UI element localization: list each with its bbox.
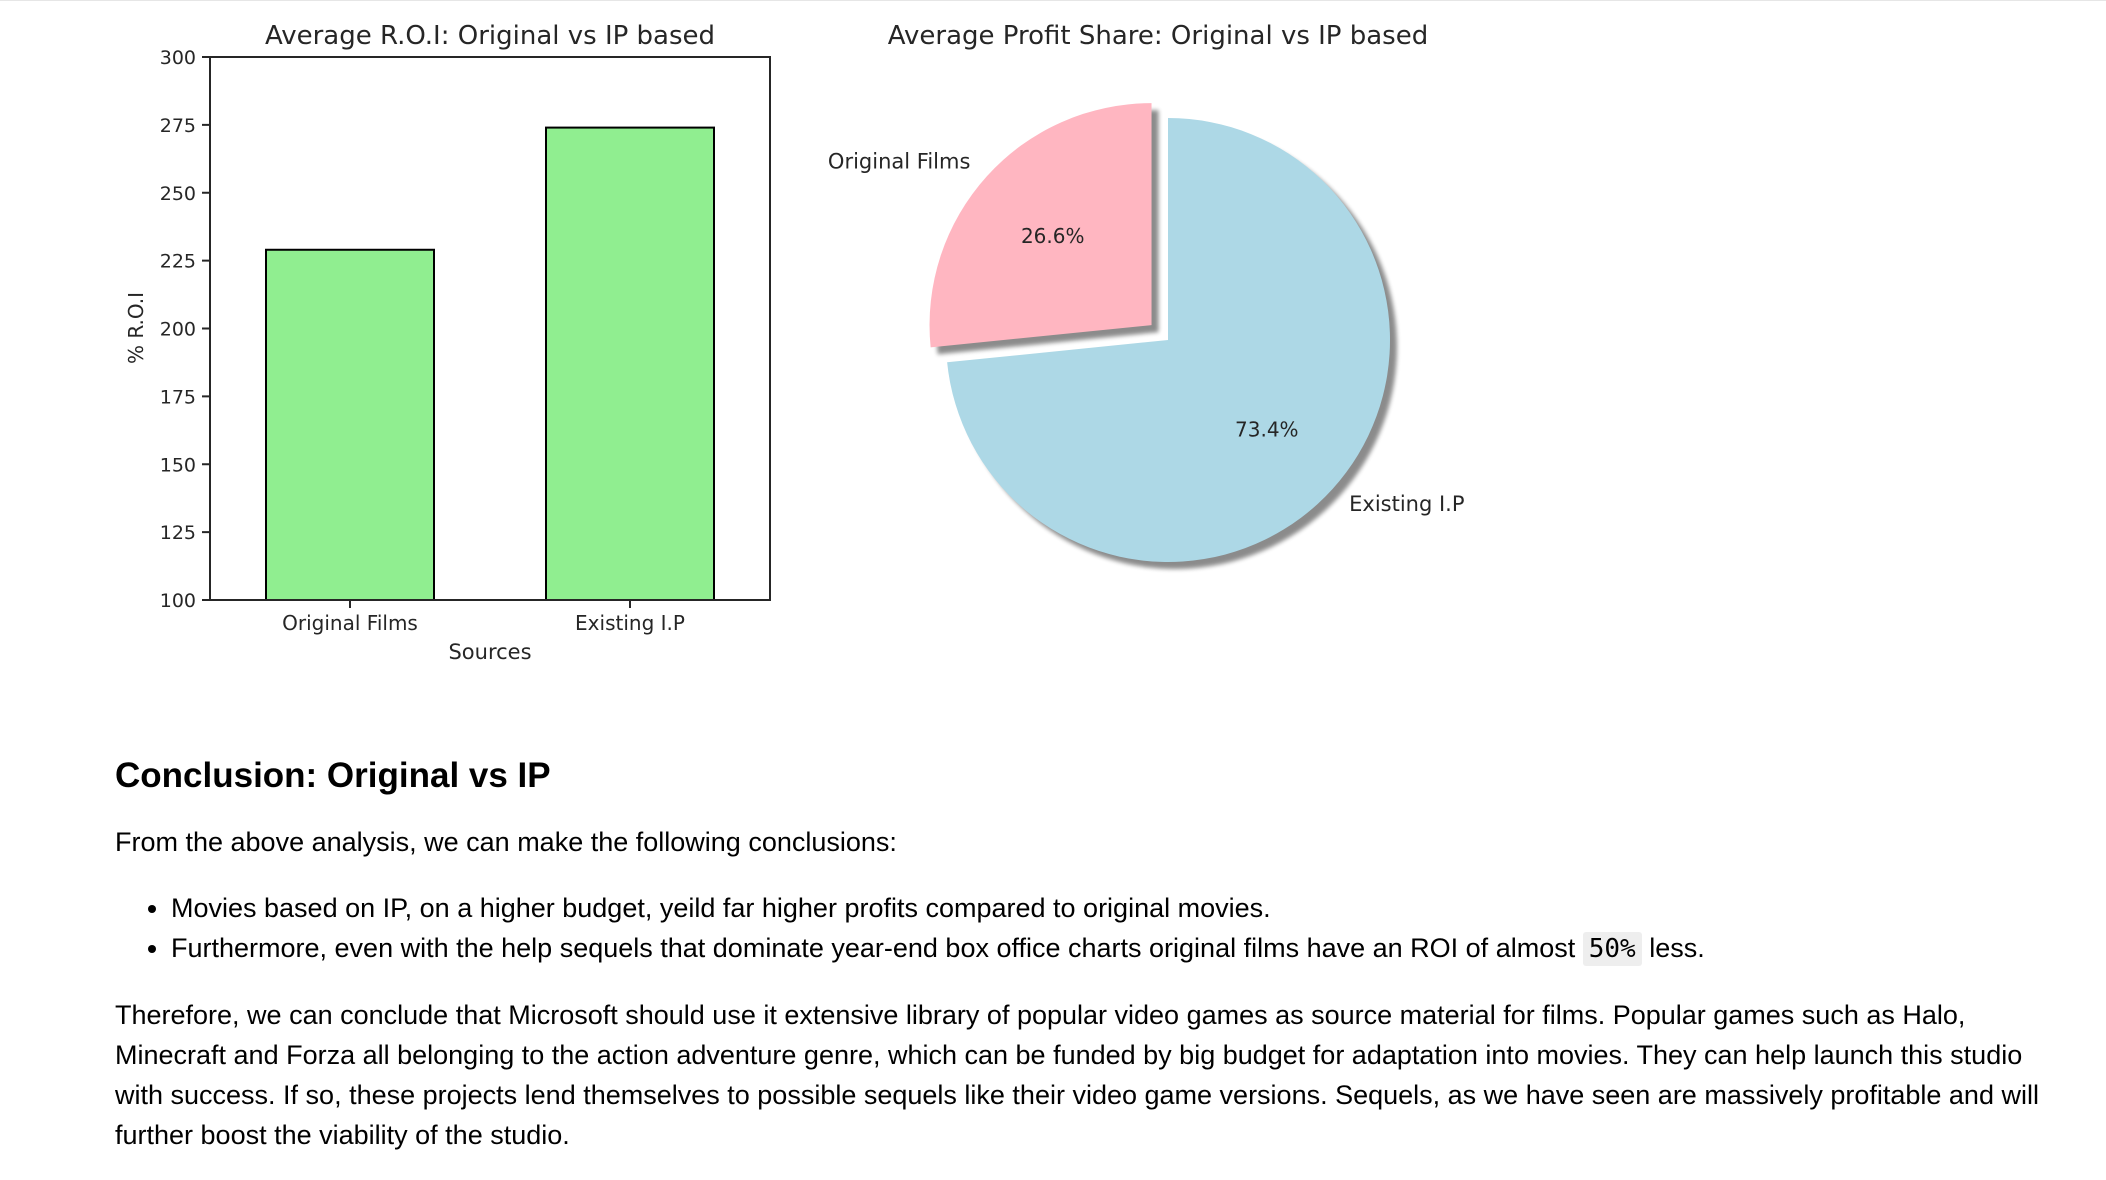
bar-chart-frame [209, 56, 771, 601]
y-tick-label: 100 [160, 590, 196, 612]
roi-bar-chart: Average R.O.I: Original vs IP based % R.… [124, 21, 771, 664]
profit-share-pie-chart: Average Profit Share: Original vs IP bas… [828, 21, 1465, 569]
list-item: Furthermore, even with the help sequels … [171, 928, 2065, 969]
charts-canvas: Average R.O.I: Original vs IP based % R.… [124, 21, 1465, 664]
bar-chart-ylabel: % R.O.I [124, 292, 148, 364]
y-tick-label: 200 [160, 319, 196, 341]
conclusion-section: Conclusion: Original vs IP From the abov… [115, 740, 2065, 1155]
y-tick-label: 225 [160, 251, 196, 273]
bar-chart-title: Average R.O.I: Original vs IP based [265, 21, 715, 51]
x-tick-label: Existing I.P [575, 611, 685, 635]
conclusion-heading: Conclusion: Original vs IP [115, 756, 551, 795]
top-border [0, 0, 2106, 1]
pie-slice-value-label: 73.4% [1235, 417, 1299, 441]
bullet-2-text: Furthermore, even with the help sequels … [171, 933, 1583, 963]
bar-chart-xlabel: Sources [448, 640, 531, 664]
y-tick-label: 275 [160, 115, 196, 137]
bar [545, 126, 715, 601]
y-tick-label: 300 [160, 47, 196, 69]
bar [265, 248, 435, 601]
list-item: Movies based on IP, on a higher budget, … [171, 888, 2065, 928]
y-tick-label: 250 [160, 183, 196, 205]
y-tick-label: 150 [160, 454, 196, 476]
bullet-1-text: Movies based on IP, on a higher budget, … [171, 893, 1271, 923]
conclusion-intro: From the above analysis, we can make the… [115, 827, 897, 857]
y-tick-label: 175 [160, 386, 196, 408]
conclusion-paragraph: Therefore, we can conclude that Microsof… [115, 1000, 2039, 1150]
pie-slice-label: Original Films [828, 149, 970, 173]
x-tick-label: Original Films [282, 611, 418, 635]
pie-slice-label: Existing I.P [1349, 492, 1464, 516]
pie-slice [947, 118, 1390, 562]
bullet-2-suffix: less. [1641, 933, 1705, 963]
pie-slice-value-label: 26.6% [1021, 224, 1085, 248]
roi-difference-code: 50% [1582, 932, 1642, 966]
pie-chart-title: Average Profit Share: Original vs IP bas… [888, 21, 1428, 51]
pie-slice [929, 103, 1152, 348]
y-tick-label: 125 [160, 522, 196, 544]
conclusion-list: Movies based on IP, on a higher budget, … [115, 888, 2065, 969]
